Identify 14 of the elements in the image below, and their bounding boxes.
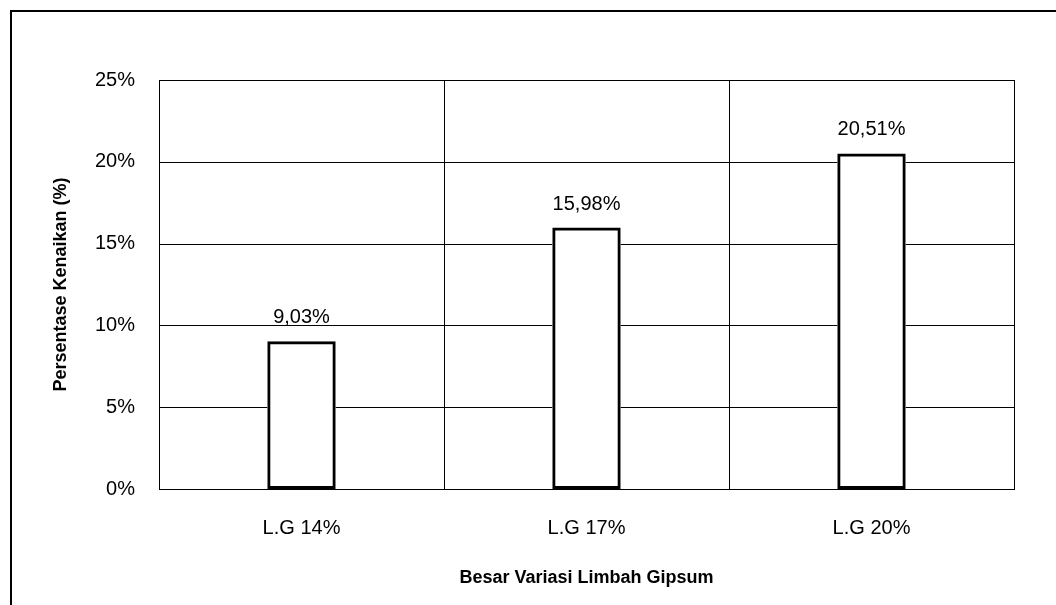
data-label: 20,51%: [837, 117, 906, 140]
y-tick-label: 20%: [94, 149, 136, 172]
x-axis-title: Besar Variasi Limbah Gipsum: [459, 567, 714, 588]
x-tick-label: L.G 20%: [832, 515, 911, 538]
data-label: 15,98%: [552, 191, 621, 214]
y-tick-label: 5%: [106, 394, 136, 417]
y-tick-label: 0%: [106, 476, 136, 499]
x-tick-label: L.G 14%: [262, 515, 341, 538]
x-tick-label: L.G 17%: [547, 515, 626, 538]
y-tick-label: 15%: [94, 231, 136, 254]
y-tick-label: 10%: [94, 312, 136, 335]
y-tick-label: 25%: [94, 67, 136, 90]
y-axis-title: Persentase Kenaikan (%): [49, 177, 70, 392]
data-label: 9,03%: [273, 305, 331, 328]
